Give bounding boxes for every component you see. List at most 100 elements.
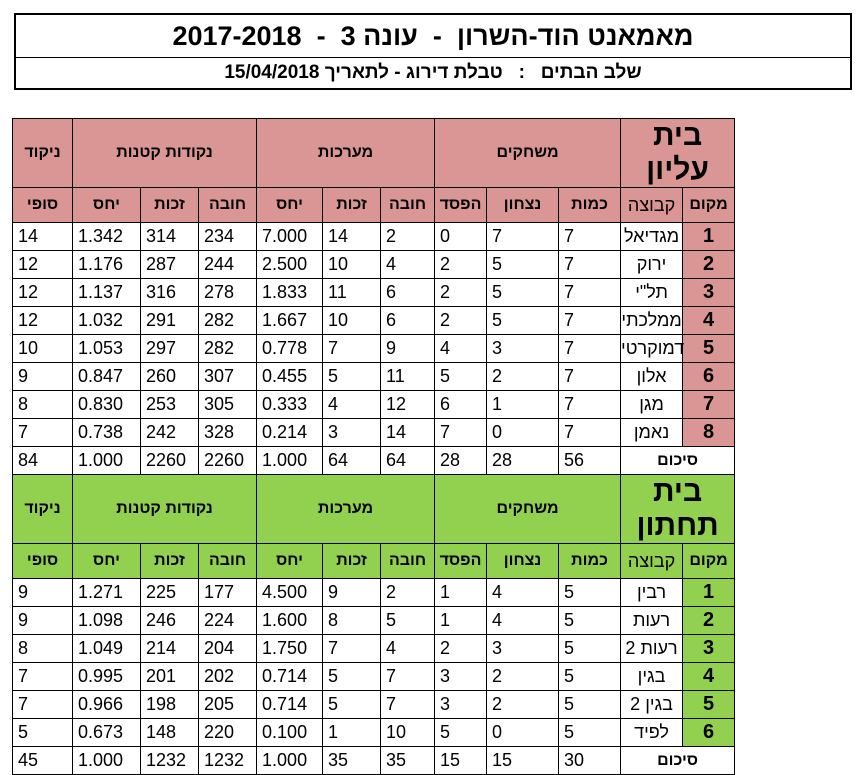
final-score: 5 bbox=[12, 718, 73, 747]
final-score: 9 bbox=[12, 606, 73, 635]
place-number: 1 bbox=[682, 578, 736, 607]
sets-for: 10 bbox=[322, 306, 382, 335]
won-count: 0 bbox=[486, 418, 560, 447]
team-name: נאמן bbox=[620, 418, 684, 447]
final-score: 9 bbox=[12, 362, 73, 391]
col-final: סופי bbox=[12, 543, 73, 579]
points-against: 205 bbox=[197, 690, 258, 719]
total-final-score: 45 bbox=[12, 746, 73, 775]
header-row-groups: ניקוד נקודות קטנות מערכות משחקים בית עליון bbox=[12, 118, 736, 188]
lost-count: 5 bbox=[434, 362, 488, 391]
place-number: 1 bbox=[682, 222, 736, 251]
played-count: 7 bbox=[558, 250, 622, 279]
title-box: מאמאנט הוד-השרון - עונה 3 - 2017-2018 של… bbox=[14, 13, 852, 90]
played-count: 5 bbox=[558, 718, 622, 747]
won-count: 3 bbox=[486, 634, 560, 663]
points-for: 291 bbox=[140, 306, 199, 335]
sets-for: 4 bbox=[322, 390, 382, 419]
place-number: 7 bbox=[682, 390, 736, 419]
table-row: 9 0.847 260 307 0.455 5 11 5 2 7 אלון 6 bbox=[12, 362, 736, 391]
total-sets-against: 35 bbox=[380, 746, 436, 775]
col-won: נצחון bbox=[486, 187, 560, 223]
won-count: 5 bbox=[486, 278, 560, 307]
col-sets-for: זכות bbox=[322, 187, 382, 223]
table-row: 8 0.830 253 305 0.333 4 12 6 1 7 מגן 7 bbox=[12, 390, 736, 419]
table-row: 5 0.673 148 220 0.100 1 10 5 0 5 לפיד 6 bbox=[12, 718, 736, 747]
team-name: בגין 2 bbox=[620, 690, 684, 719]
col-lost: הפסד bbox=[434, 187, 488, 223]
sets-ratio: 4.500 bbox=[256, 578, 324, 607]
lost-count: 0 bbox=[434, 222, 488, 251]
col-won: נצחון bbox=[486, 543, 560, 579]
sets-against: 7 bbox=[380, 690, 436, 719]
lost-count: 5 bbox=[434, 718, 488, 747]
lost-count: 6 bbox=[434, 390, 488, 419]
col-sets-against: חובה bbox=[380, 187, 436, 223]
col-points-ratio: יחס bbox=[72, 187, 141, 223]
column-group-points: נקודות קטנות bbox=[71, 474, 258, 544]
col-sets-ratio: יחס bbox=[256, 187, 324, 223]
col-final: סופי bbox=[12, 187, 73, 223]
col-points-against: חובה bbox=[197, 543, 258, 579]
lost-count: 2 bbox=[434, 306, 488, 335]
points-ratio: 1.342 bbox=[72, 222, 141, 251]
points-for: 198 bbox=[140, 690, 199, 719]
points-for: 214 bbox=[140, 634, 199, 663]
played-count: 7 bbox=[558, 222, 622, 251]
total-final-score: 84 bbox=[12, 446, 73, 475]
total-sets-for: 35 bbox=[322, 746, 382, 775]
place-number: 2 bbox=[682, 250, 736, 279]
final-score: 7 bbox=[12, 662, 73, 691]
col-played: כמות bbox=[558, 187, 622, 223]
total-points-ratio: 1.000 bbox=[72, 446, 141, 475]
won-count: 4 bbox=[486, 578, 560, 607]
lost-count: 7 bbox=[434, 418, 488, 447]
page-subtitle: שלב הבתים : טבלת דירוג - לתאריך 15/04/20… bbox=[224, 62, 642, 83]
final-score: 12 bbox=[12, 278, 73, 307]
column-group-final: ניקוד bbox=[12, 474, 73, 544]
col-team: קבוצה bbox=[620, 543, 684, 579]
sets-for: 1 bbox=[322, 718, 382, 747]
col-points-ratio: יחס bbox=[72, 543, 141, 579]
col-points-for: זכות bbox=[140, 543, 199, 579]
team-name: רעות bbox=[620, 606, 684, 635]
column-group-final: ניקוד bbox=[12, 118, 73, 188]
points-against: 234 bbox=[197, 222, 258, 251]
points-ratio: 1.176 bbox=[72, 250, 141, 279]
points-against: 220 bbox=[197, 718, 258, 747]
total-lost: 15 bbox=[434, 746, 488, 775]
points-for: 253 bbox=[140, 390, 199, 419]
sets-for: 8 bbox=[322, 606, 382, 635]
total-sets-for: 64 bbox=[322, 446, 382, 475]
col-place: מקום bbox=[682, 543, 736, 579]
played-count: 5 bbox=[558, 606, 622, 635]
place-number: 3 bbox=[682, 278, 736, 307]
won-count: 2 bbox=[486, 690, 560, 719]
sets-ratio: 7.000 bbox=[256, 222, 324, 251]
sets-against: 6 bbox=[380, 278, 436, 307]
final-score: 10 bbox=[12, 334, 73, 363]
column-group-matches: משחקים bbox=[434, 118, 622, 188]
lost-count: 4 bbox=[434, 334, 488, 363]
total-played: 56 bbox=[558, 446, 622, 475]
header-row-columns: סופי יחס זכות חובה יחס זכות חובה הפסד נצחון כמות ק… bbox=[12, 187, 736, 223]
points-for: 148 bbox=[140, 718, 199, 747]
sets-against: 11 bbox=[380, 362, 436, 391]
played-count: 5 bbox=[558, 578, 622, 607]
upper-house-table: ניקוד נקודות קטנות מערכות משחקים בית עליון סו… bbox=[12, 118, 736, 475]
points-against: 177 bbox=[197, 578, 258, 607]
lost-count: 2 bbox=[434, 278, 488, 307]
final-score: 14 bbox=[12, 222, 73, 251]
points-for: 225 bbox=[140, 578, 199, 607]
sets-ratio: 0.778 bbox=[256, 334, 324, 363]
final-score: 12 bbox=[12, 250, 73, 279]
total-label: סיכום bbox=[620, 446, 736, 475]
sets-against: 2 bbox=[380, 222, 436, 251]
sets-for: 9 bbox=[322, 578, 382, 607]
total-row: 84 1.000 2260 2260 1.000 64 64 28 28 56 סיכום bbox=[12, 446, 736, 475]
total-won: 15 bbox=[486, 746, 560, 775]
place-number: 3 bbox=[682, 634, 736, 663]
played-count: 5 bbox=[558, 634, 622, 663]
lost-count: 1 bbox=[434, 606, 488, 635]
